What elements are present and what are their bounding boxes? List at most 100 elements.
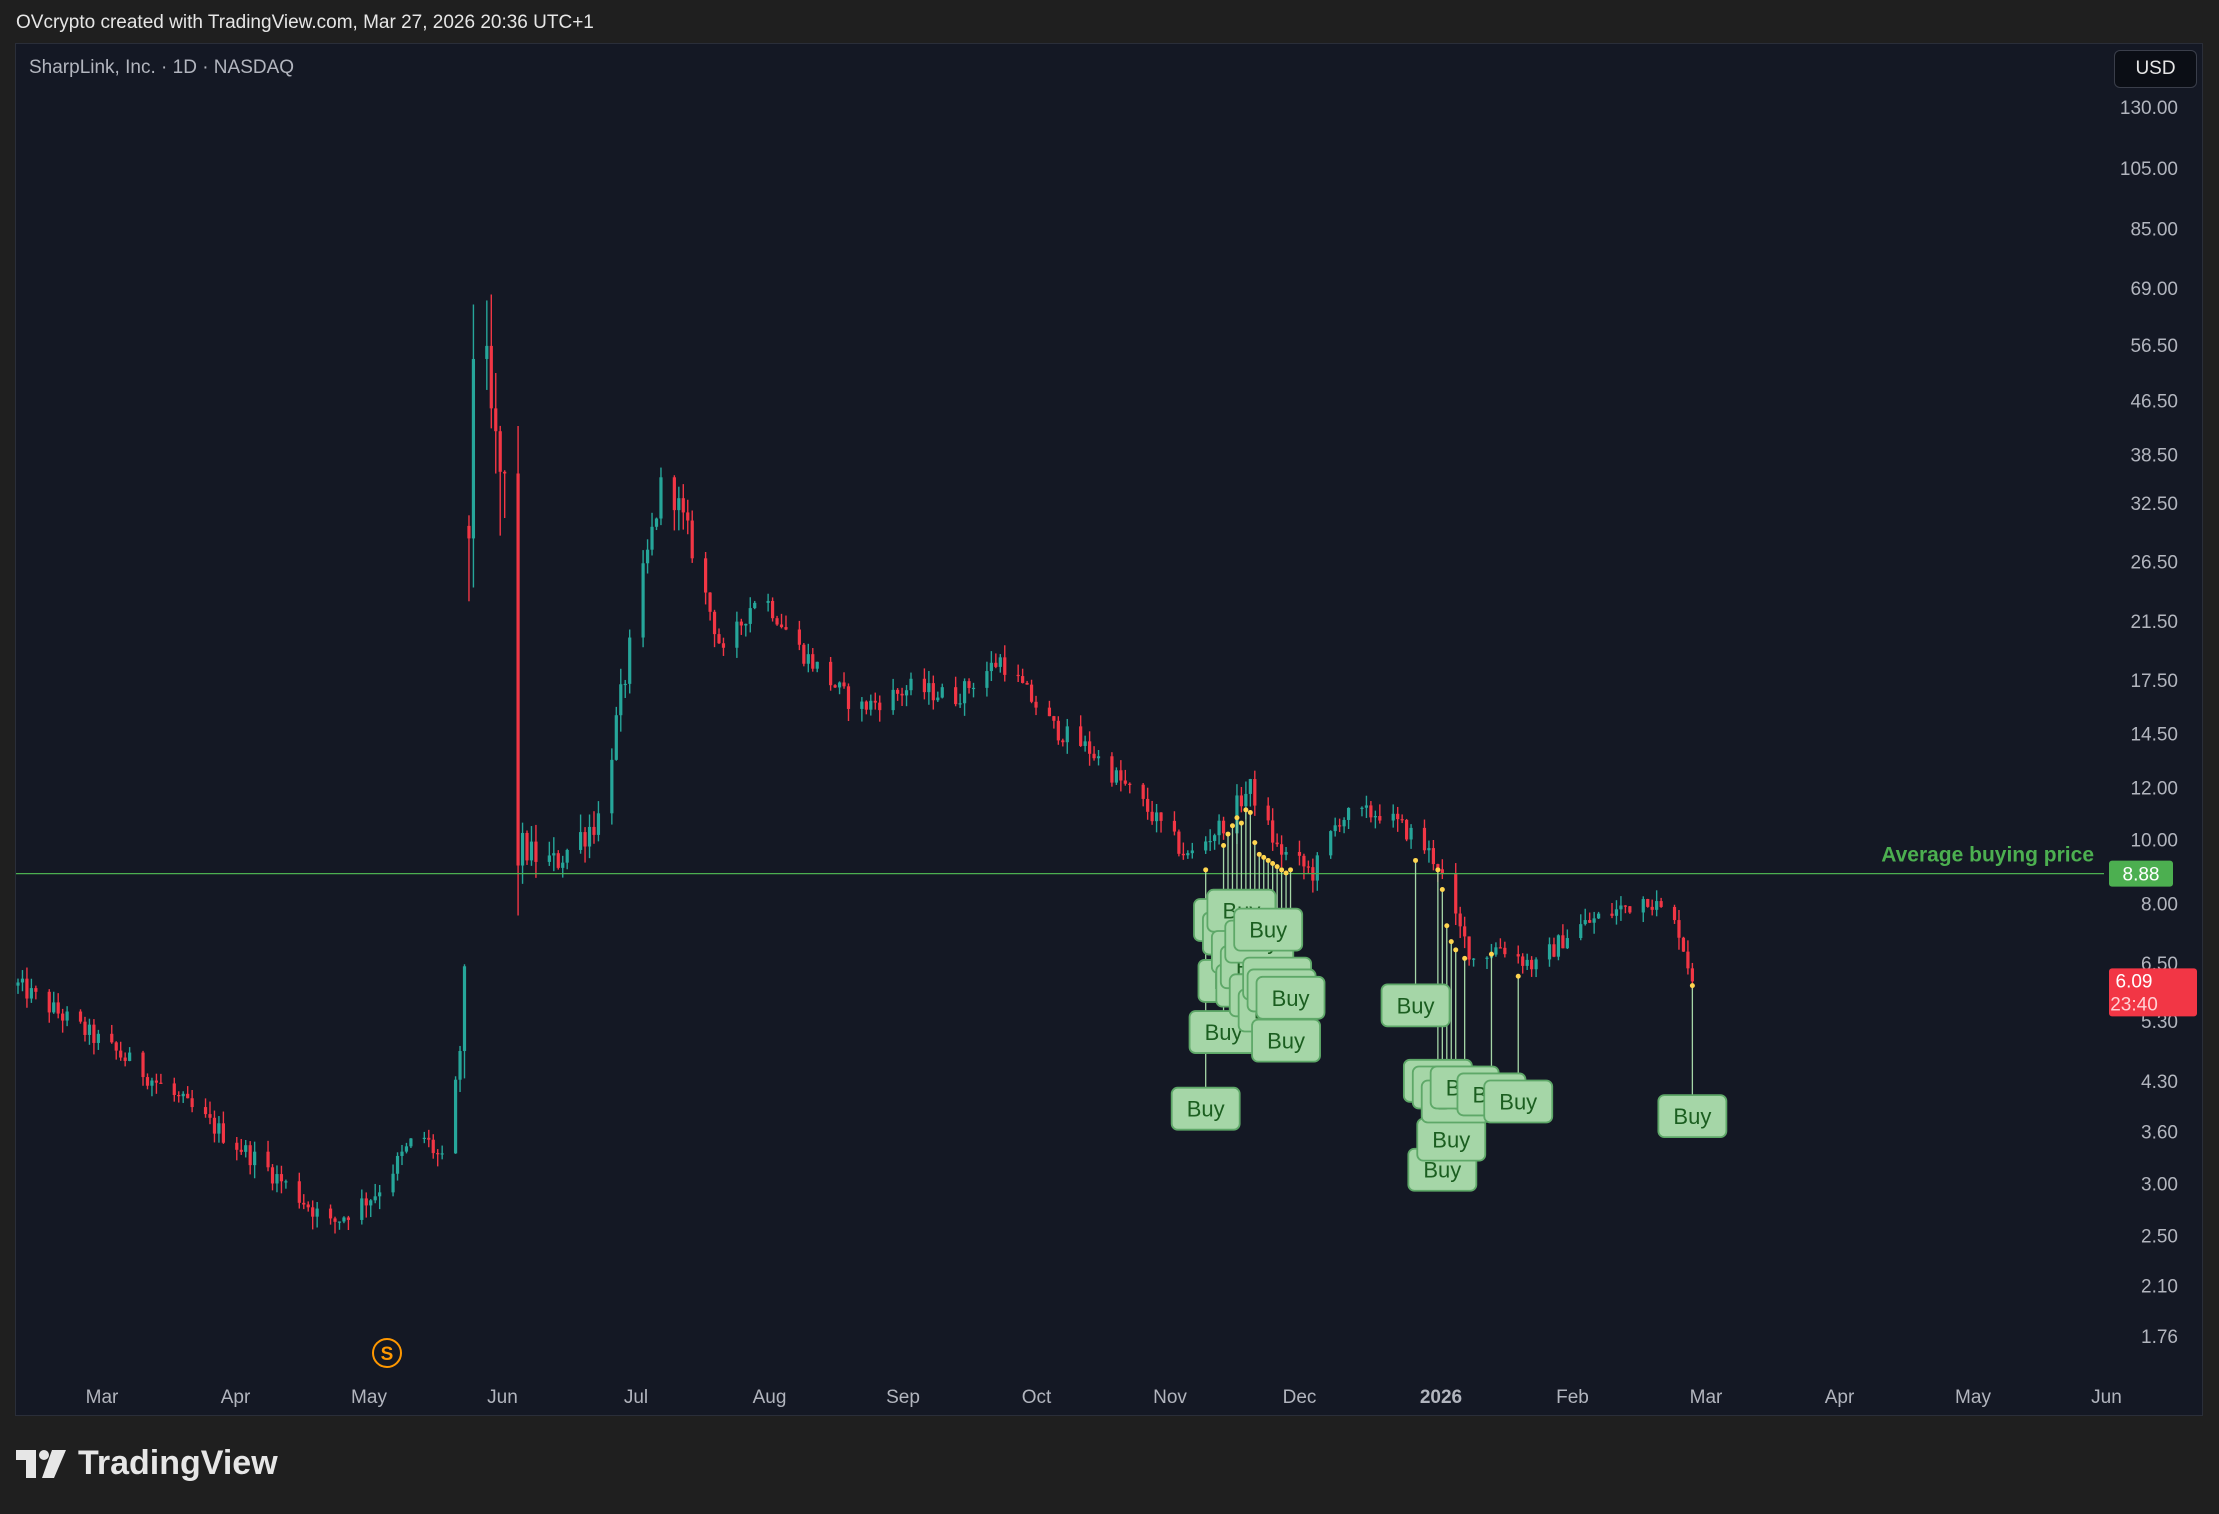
candle-body (1405, 819, 1409, 840)
buy-label-box (1483, 1079, 1554, 1124)
candle-body (123, 1057, 127, 1061)
candle-body (1208, 840, 1212, 843)
buy-point (1515, 973, 1521, 979)
candle-body (833, 685, 837, 688)
time-axis-label: Apr (221, 1387, 251, 1408)
candle-body (1297, 851, 1302, 856)
buy-point (1261, 854, 1267, 860)
candle-body (797, 629, 801, 645)
candle-body (677, 498, 681, 511)
average-price-label: Average buying price (1881, 844, 2094, 867)
candle-body (784, 627, 788, 630)
candle-body (1471, 958, 1476, 960)
candle-body (864, 701, 868, 710)
buy-point (1229, 823, 1235, 829)
currency-button[interactable]: USD (2114, 50, 2197, 88)
buy-point (1453, 947, 1459, 953)
buy-label: Buy (1267, 1029, 1305, 1054)
candle-body (302, 1202, 306, 1205)
buy-label-box (1255, 975, 1326, 1020)
candle-body (1190, 850, 1194, 854)
time-axis-label: Mar (86, 1387, 119, 1408)
candle-body (409, 1138, 413, 1147)
candle-body (1681, 937, 1686, 952)
candle-body (427, 1137, 431, 1140)
buy-point (1256, 851, 1262, 857)
price-tick-label: 10.00 (2130, 831, 2178, 852)
buy-point (1435, 867, 1441, 873)
price-chart[interactable]: Average buying price 8.88 Buy Buy Buy Buy Buy… (16, 44, 2203, 1416)
candle-body (1583, 920, 1587, 925)
candle-body (873, 700, 877, 703)
candle-body (47, 991, 51, 1013)
split-marker-label: S (381, 1344, 394, 1365)
average-price-badge (2109, 860, 2173, 887)
candle-body (1016, 674, 1020, 677)
candle-body (971, 687, 976, 690)
candle-body (744, 623, 748, 626)
buy-point (1689, 983, 1695, 989)
candle-body (1177, 831, 1181, 854)
candle-body (1641, 899, 1645, 913)
candle-body (846, 686, 851, 709)
candle-body (1253, 779, 1257, 806)
candle-body (806, 654, 810, 664)
time-axis-label: Apr (1825, 1387, 1855, 1408)
price-tick-label: 56.50 (2130, 336, 2178, 357)
candle-body (471, 358, 476, 539)
candle-body (270, 1167, 275, 1184)
candle-body (150, 1080, 154, 1086)
candle-body (1422, 827, 1427, 851)
candle-body (56, 1002, 60, 1014)
time-axis-label: May (1955, 1387, 1991, 1408)
candle-body (395, 1155, 400, 1174)
candle-body (596, 813, 601, 835)
candle-body (373, 1196, 377, 1201)
candle-body (1364, 805, 1369, 808)
candle-body (1427, 848, 1431, 851)
candle-body (717, 634, 721, 644)
candle-body (1306, 866, 1310, 868)
candle-body (1588, 920, 1592, 923)
candle-body (1150, 811, 1154, 822)
candle-body (1248, 779, 1252, 794)
candle-body (1034, 701, 1038, 708)
candle-body (1650, 906, 1654, 910)
candle-body (485, 345, 489, 359)
candle-body (212, 1117, 217, 1134)
price-tick-label: 69.00 (2130, 279, 2178, 300)
candle-body (556, 853, 560, 868)
candle-body (1552, 944, 1556, 957)
candle-body (1628, 906, 1632, 913)
candle-body (503, 471, 507, 474)
candle-body (96, 1033, 100, 1043)
candle-body (1346, 807, 1351, 820)
candle-body (1677, 920, 1681, 938)
candle-body (489, 345, 493, 409)
candle-body (253, 1151, 257, 1166)
candle-body (1003, 657, 1007, 675)
candle-body (967, 681, 971, 688)
candle-body (1503, 947, 1507, 955)
candle-body (20, 978, 25, 983)
buy-label: Buy (1397, 993, 1435, 1018)
buy-label: Buy (1249, 918, 1287, 943)
buy-label: Buy (1205, 1020, 1243, 1045)
candle-body (458, 1051, 462, 1080)
buy-point (1488, 951, 1494, 957)
candle-body (837, 682, 842, 688)
candle-body (328, 1208, 333, 1219)
candle-body (1547, 944, 1552, 960)
candle-body (391, 1173, 395, 1193)
candle-body (25, 978, 29, 999)
candle-body (1056, 720, 1060, 741)
watermark-caption: OVcrypto created with TradingView.com, M… (16, 12, 594, 33)
candle-body (547, 855, 551, 862)
price-tick-label: 21.50 (2130, 612, 2178, 633)
chart-panel[interactable]: Average buying price 8.88 Buy Buy Buy Buy Buy… (15, 43, 2203, 1416)
price-tick-label: 17.50 (2130, 671, 2178, 692)
buy-point (1283, 870, 1289, 876)
buy-point (1448, 939, 1454, 945)
candle-body (811, 654, 815, 669)
candle-body (958, 703, 962, 705)
